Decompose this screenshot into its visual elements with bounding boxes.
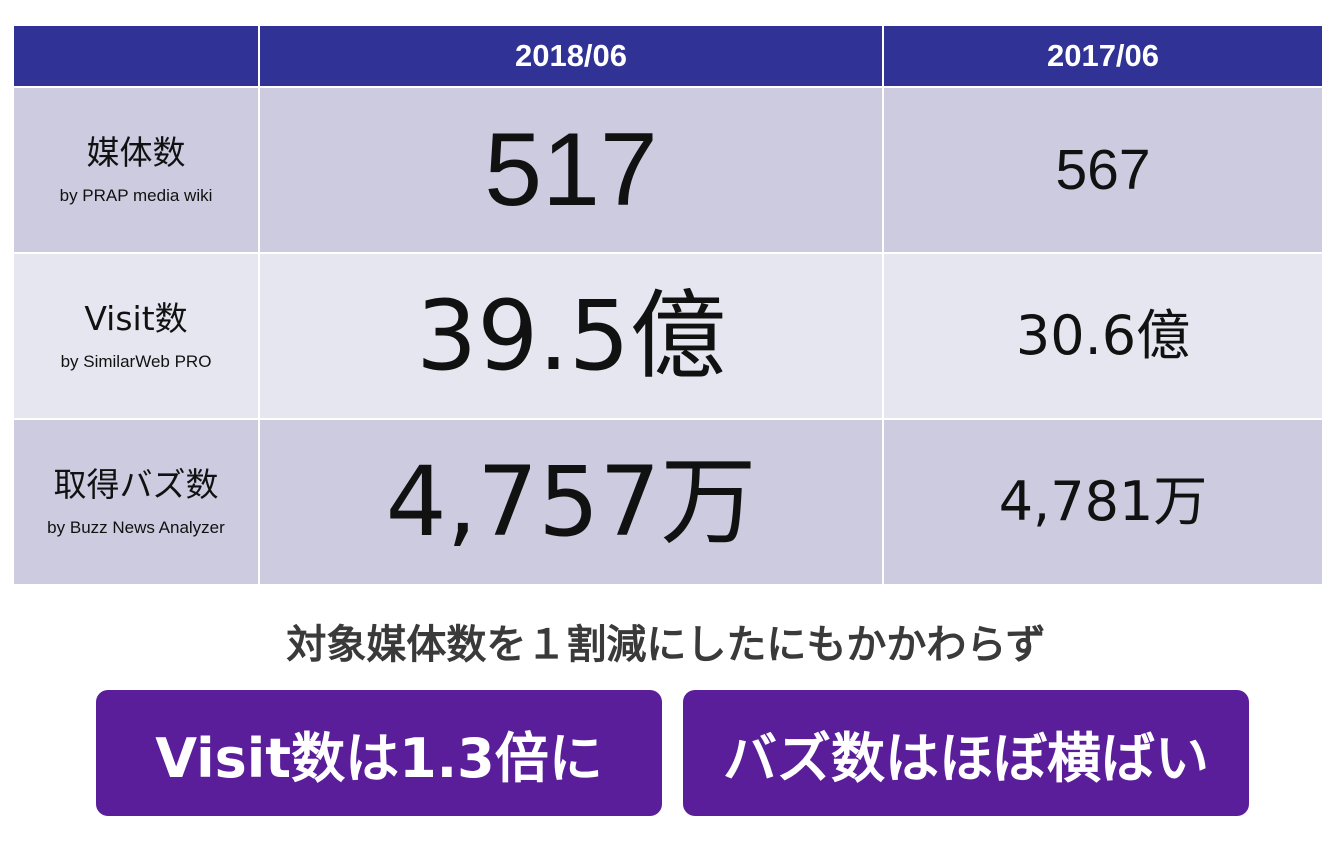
row-label: Visit数 [84, 299, 188, 339]
buzz-2018-cell: 4,757万 [260, 420, 882, 584]
visits-2018-value: 39.5億 [416, 280, 726, 392]
row-media-count-label-cell: 媒体数 by PRAP media wiki [14, 88, 258, 252]
visits-callout: Visit数は1.3倍に [96, 690, 662, 816]
row-label: 取得バズ数 [53, 465, 219, 505]
row-buzz-label-cell: 取得バズ数 by Buzz News Analyzer [14, 420, 258, 584]
row-source: by Buzz News Analyzer [47, 517, 225, 537]
visits-2018-cell: 39.5億 [260, 254, 882, 418]
buzz-2018-value: 4,757万 [385, 446, 757, 558]
buzz-2017-cell: 4,781万 [884, 420, 1322, 584]
header-empty-cell [14, 26, 258, 86]
media-count-2017-value: 567 [1055, 137, 1151, 202]
visits-2017-cell: 30.6億 [884, 254, 1322, 418]
media-count-2017-cell: 567 [884, 88, 1322, 252]
row-visits-label-cell: Visit数 by SimilarWeb PRO [14, 254, 258, 418]
media-count-2018-cell: 517 [260, 88, 882, 252]
row-label: 媒体数 [86, 133, 186, 173]
header-2018-06: 2018/06 [260, 26, 882, 86]
summary-caption: 対象媒体数を１割減にしたにもかかわらず [286, 622, 1046, 668]
comparison-table: 2018/06 2017/06 媒体数 by PRAP media wiki 5… [14, 26, 1322, 586]
buzz-callout: バズ数はほぼ横ばい [683, 690, 1249, 816]
row-source: by SimilarWeb PRO [60, 351, 212, 371]
header-2017-06: 2017/06 [884, 26, 1322, 86]
row-source: by PRAP media wiki [59, 185, 213, 205]
visits-2017-value: 30.6億 [1015, 304, 1191, 367]
media-count-2018-value: 517 [484, 112, 658, 228]
buzz-2017-value: 4,781万 [998, 470, 1208, 533]
